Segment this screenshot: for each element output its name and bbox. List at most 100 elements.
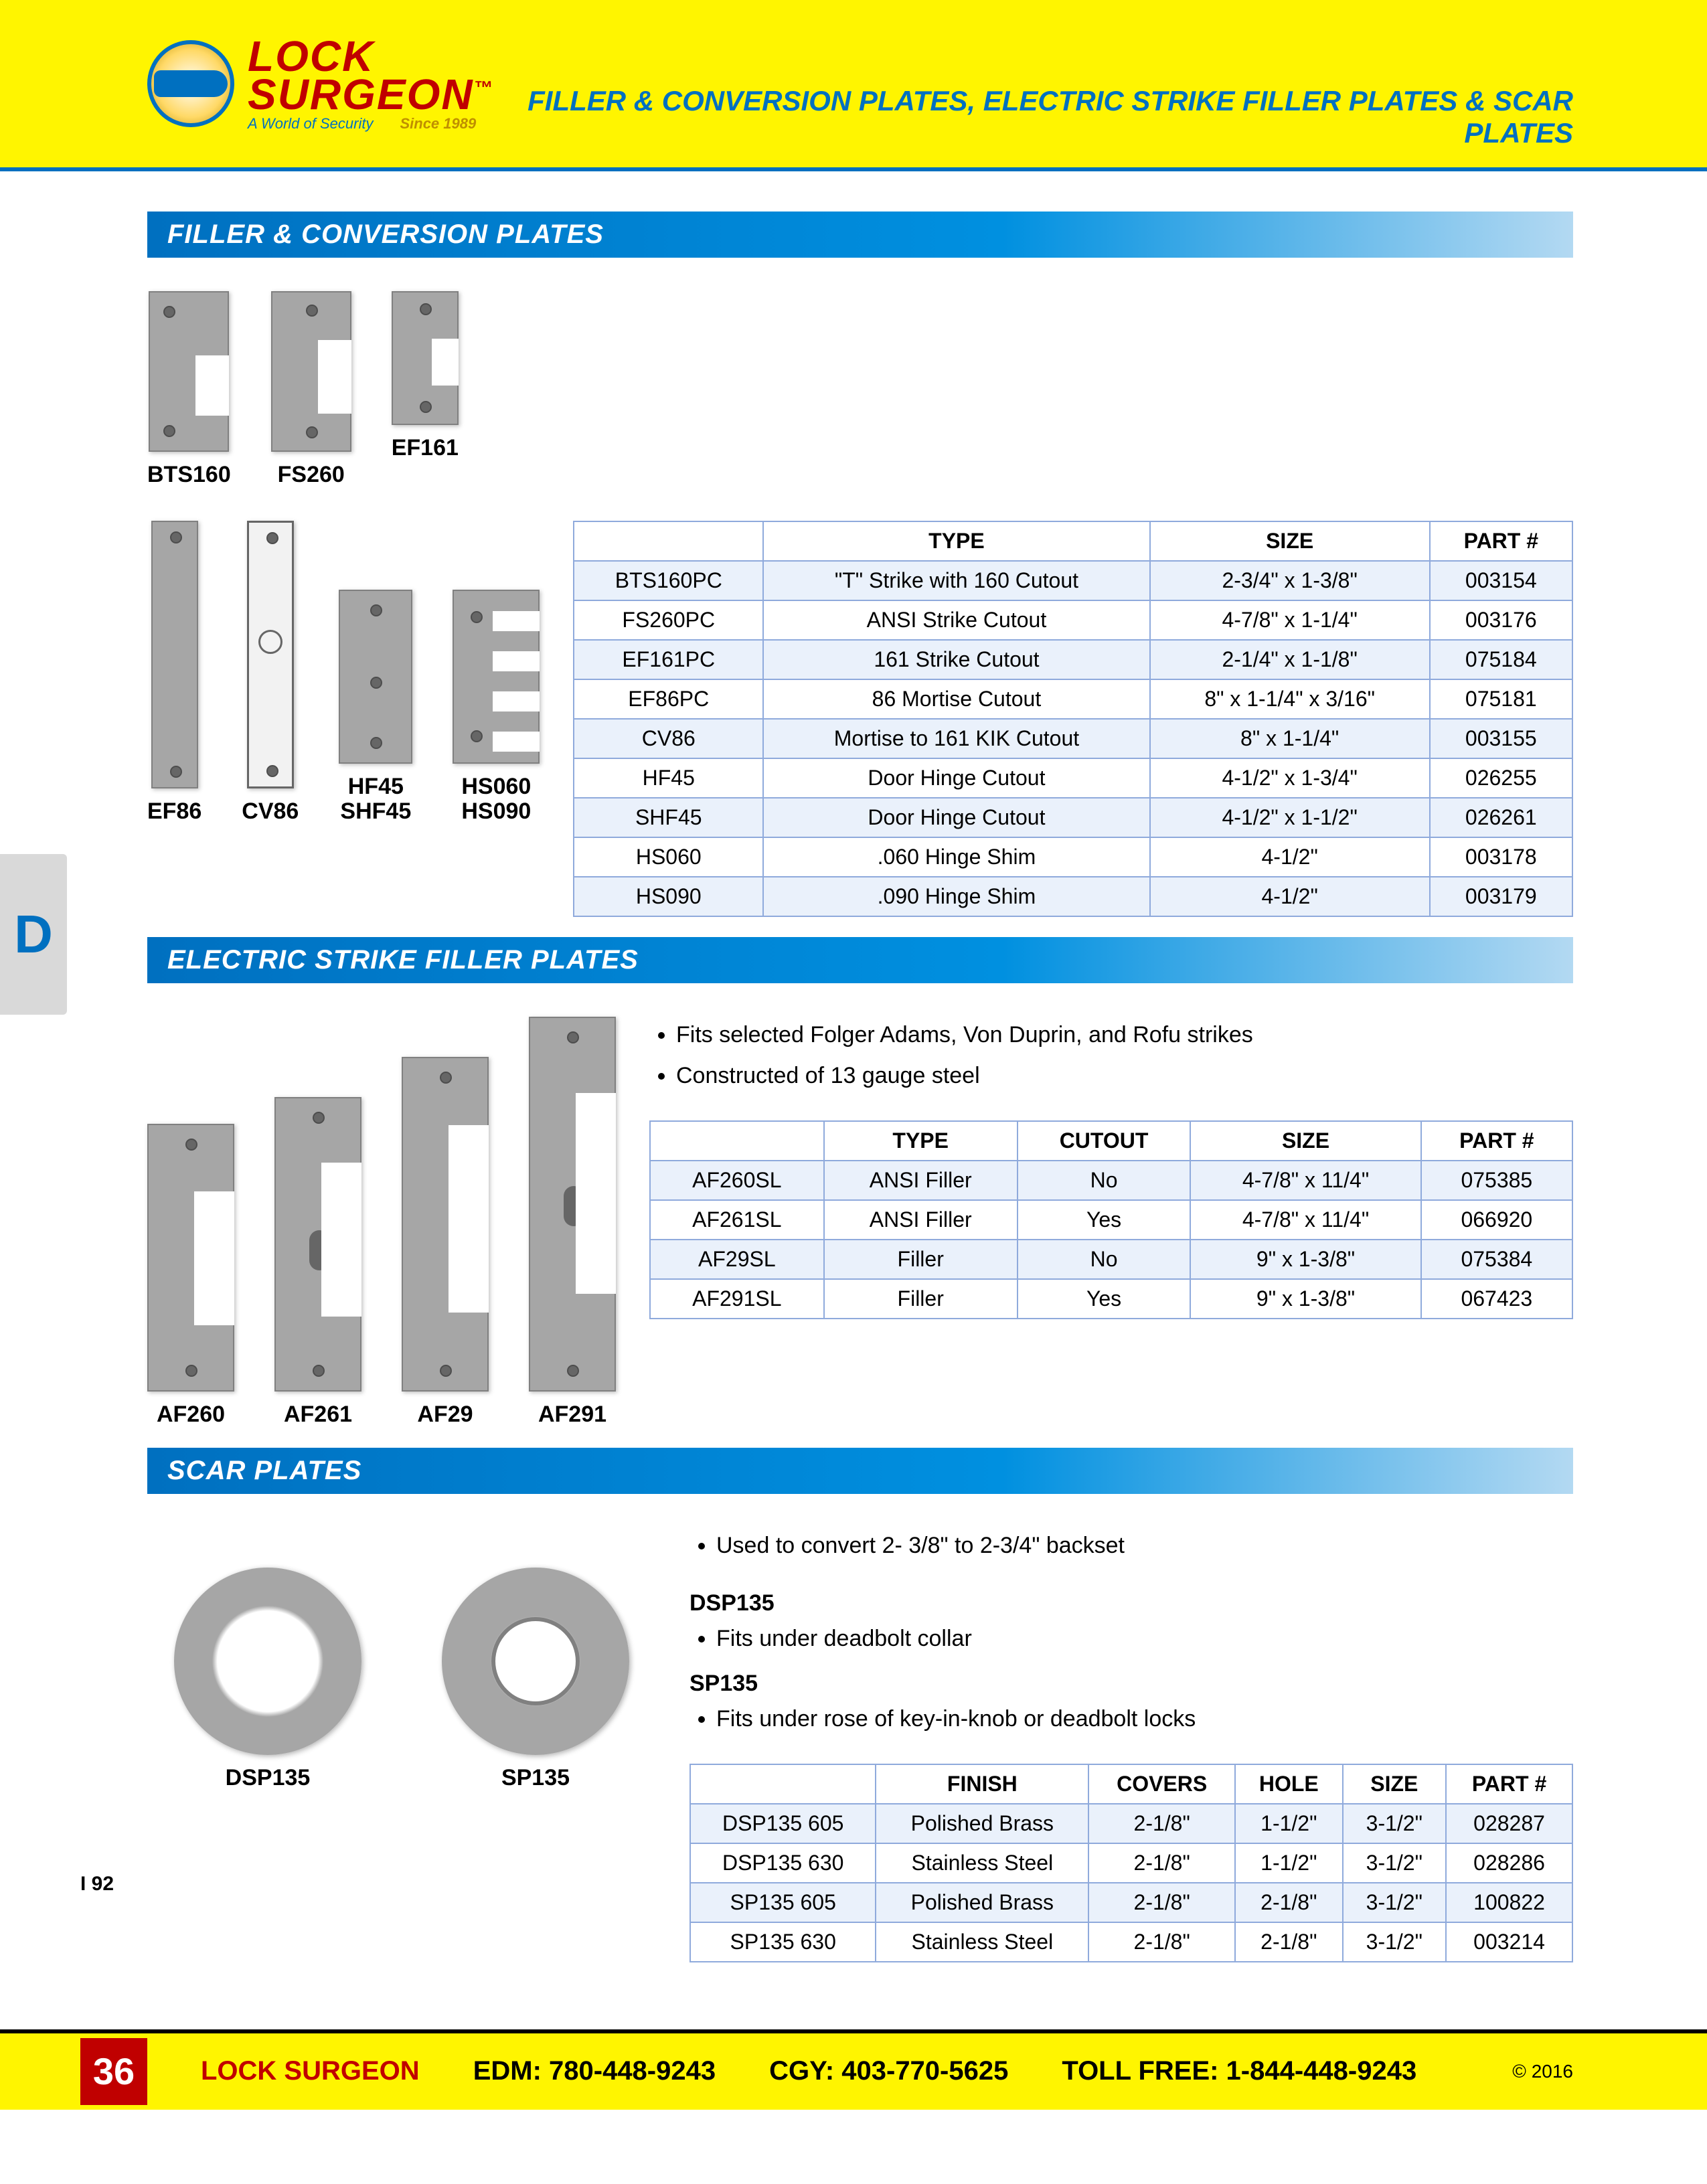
brand-line2-text: SURGEON [248,70,474,118]
table-header [574,521,763,561]
table-cell: AF291SL [650,1279,824,1319]
page-number: 36 [80,2038,147,2105]
dsp-head: DSP135 [689,1590,1573,1616]
bullet-item: Fits under rose of key-in-knob or deadbo… [716,1701,1573,1737]
table-cell: 3-1/2" [1343,1922,1447,1962]
index-code: I 92 [80,1873,114,1896]
table-cell: .090 Hinge Shim [763,877,1150,916]
bullet-item: Used to convert 2- 3/8" to 2-3/4" backse… [716,1527,1573,1564]
footer-edm: EDM: 780-448-9243 [473,2056,716,2086]
table-cell: 1-1/2" [1235,1804,1342,1843]
table-cell: AF29SL [650,1240,824,1279]
table-cell: 8" x 1-1/4" [1150,719,1430,758]
table-row: AF29SLFillerNo9" x 1-3/8"075384 [650,1240,1572,1279]
product-label: HS060HS090 [461,774,531,825]
product-image [442,1568,629,1755]
page-title: FILLER & CONVERSION PLATES, ELECTRIC STR… [494,18,1573,149]
bullet-item: Fits selected Folger Adams, Von Duprin, … [676,1017,1573,1053]
table-cell: 1-1/2" [1235,1843,1342,1883]
table-cell: Filler [824,1279,1018,1319]
table-row: SHF45Door Hinge Cutout4-1/2" x 1-1/2"026… [574,798,1572,837]
product-label: CV86 [242,799,299,824]
table-cell: 3-1/2" [1343,1843,1447,1883]
product-image [151,521,198,788]
key-icon [154,70,228,97]
table-cell: Polished Brass [876,1804,1088,1843]
product-image [392,291,459,425]
product-item: AF29 [402,1057,489,1427]
table-header: TYPE [824,1121,1018,1161]
table-cell: FS260PC [574,600,763,640]
product-label: FS260 [278,463,345,487]
table-header: SIZE [1150,521,1430,561]
product-item: EF86 [147,521,201,824]
logo: LOCK SURGEON™ A World of Security Since … [147,37,494,131]
product-label: AF29 [417,1402,473,1427]
table-cell: Mortise to 161 KIK Cutout [763,719,1150,758]
table-cell: 003178 [1430,837,1572,877]
table-cell: 2-1/8" [1088,1922,1235,1962]
table-cell: 003214 [1446,1922,1572,1962]
sp-head: SP135 [689,1671,1573,1697]
table-cell: HS060 [574,837,763,877]
table-cell: No [1018,1240,1191,1279]
table-cell: 4-1/2" x 1-1/2" [1150,798,1430,837]
table-cell: 028286 [1446,1843,1572,1883]
table-row: CV86Mortise to 161 KIK Cutout8" x 1-1/4"… [574,719,1572,758]
table-header: SIZE [1343,1764,1447,1804]
footer-toll: TOLL FREE: 1-844-448-9243 [1062,2056,1416,2086]
since: Since 1989 [400,117,476,131]
table-cell: HS090 [574,877,763,916]
table-cell: 4-7/8" x 11/4" [1190,1200,1420,1240]
table-cell: EF161PC [574,640,763,679]
section3-dsp-bullets: Fits under deadbolt collar [689,1620,1573,1657]
table-cell: Polished Brass [876,1883,1088,1922]
table-row: AF261SLANSI FillerYes4-7/8" x 11/4"06692… [650,1200,1572,1240]
table-cell: AF260SL [650,1161,824,1200]
table-cell: 026255 [1430,758,1572,798]
table-cell: Yes [1018,1279,1191,1319]
table-cell: 003176 [1430,600,1572,640]
table-cell: 86 Mortise Cutout [763,679,1150,719]
section1-products-row1: BTS160FS260EF161 [147,291,1573,487]
section2-title: ELECTRIC STRIKE FILLER PLATES [147,937,1573,983]
table-cell: Yes [1018,1200,1191,1240]
table-cell: 3-1/2" [1343,1804,1447,1843]
product-item: AF261 [274,1097,361,1427]
table-row: BTS160PC"T" Strike with 160 Cutout2-3/4"… [574,561,1572,600]
section1-title: FILLER & CONVERSION PLATES [147,212,1573,258]
table-cell: ANSI Filler [824,1200,1018,1240]
table-row: DSP135 630Stainless Steel2-1/8"1-1/2"3-1… [690,1843,1572,1883]
table-cell: 4-1/2" [1150,837,1430,877]
table-cell: 003179 [1430,877,1572,916]
table-header: PART # [1446,1764,1572,1804]
table-cell: Stainless Steel [876,1843,1088,1883]
section3-title: SCAR PLATES [147,1448,1573,1494]
table-cell: 9" x 1-3/8" [1190,1279,1420,1319]
footer-copyright: © 2016 [1512,2061,1573,2082]
table-header [690,1764,876,1804]
product-label: AF261 [284,1402,352,1427]
table-row: AF260SLANSI FillerNo4-7/8" x 11/4"075385 [650,1161,1572,1200]
tagline: A World of Security [248,117,373,131]
table-cell: No [1018,1161,1191,1200]
table-header: CUTOUT [1018,1121,1191,1161]
product-item: FS260 [271,291,351,487]
table-cell: 3-1/2" [1343,1883,1447,1922]
table-cell: 2-1/8" [1235,1922,1342,1962]
product-image [453,590,540,764]
table-row: SP135 630Stainless Steel2-1/8"2-1/8"3-1/… [690,1922,1572,1962]
section2-table: TYPECUTOUTSIZEPART # AF260SLANSI FillerN… [649,1120,1573,1319]
product-image [271,291,351,452]
table-cell: 2-1/8" [1088,1843,1235,1883]
product-item: AF291 [529,1017,616,1427]
table-row: SP135 605Polished Brass2-1/8"2-1/8"3-1/2… [690,1883,1572,1922]
bullet-item: Constructed of 13 gauge steel [676,1058,1573,1094]
table-cell: 2-1/8" [1088,1883,1235,1922]
table-cell: 2-1/8" [1235,1883,1342,1922]
footer-brand: LOCK SURGEON [201,2056,420,2086]
table-cell: DSP135 630 [690,1843,876,1883]
table-cell: 026261 [1430,798,1572,837]
logo-text: LOCK SURGEON™ A World of Security Since … [248,37,494,131]
table-cell: BTS160PC [574,561,763,600]
